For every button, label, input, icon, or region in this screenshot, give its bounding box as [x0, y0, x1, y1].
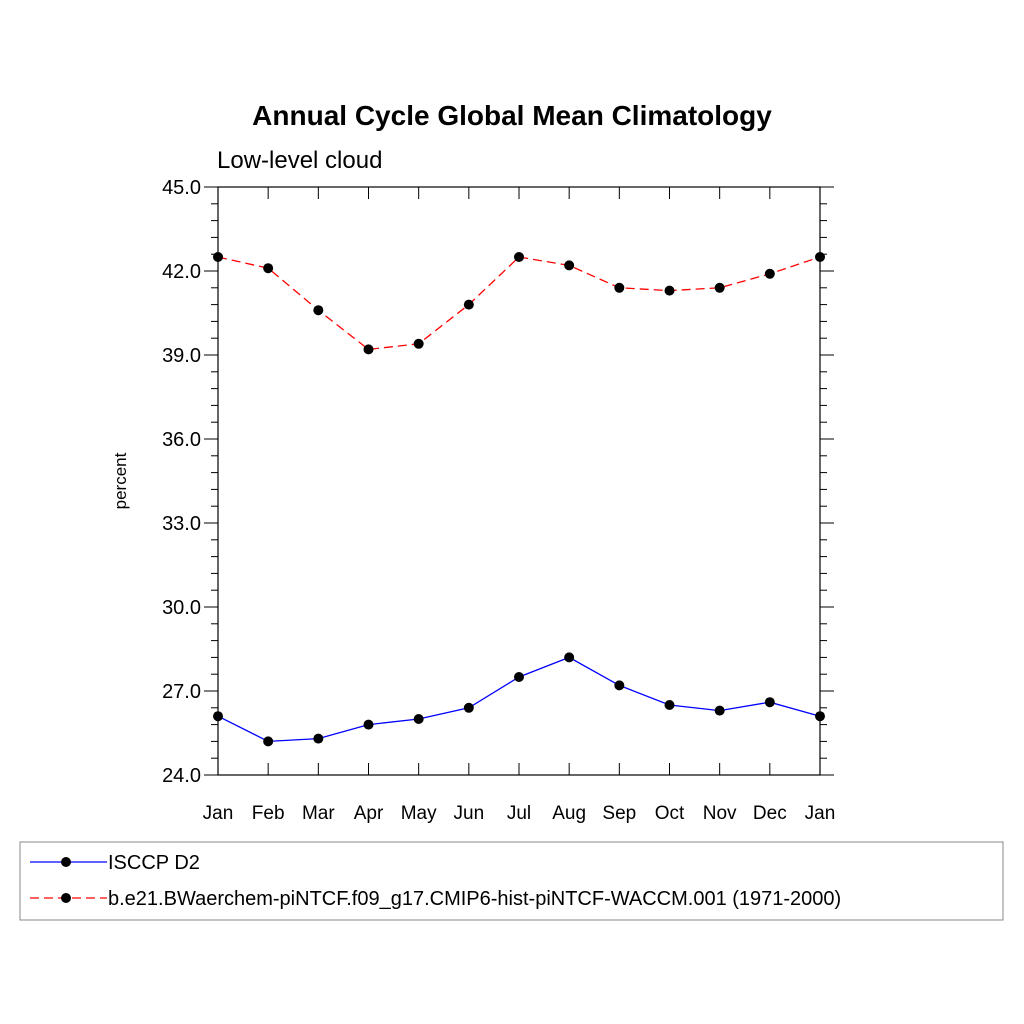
y-tick-label: 45.0: [162, 177, 201, 199]
series-2-point: [714, 282, 725, 293]
x-tick-label: Jul: [507, 803, 531, 824]
legend: ISCCP D2 b.e21.BWaerchem-piNTCF.f09_g17.C…: [19, 841, 1004, 921]
series-1-point: [313, 733, 324, 744]
series-1-point: [213, 711, 223, 722]
y-tick-label: 24.0: [162, 765, 201, 787]
y-tick-label: 42.0: [162, 261, 201, 283]
series-layer: [213, 252, 825, 747]
series-2-point: [764, 268, 775, 279]
series-2-point: [213, 252, 223, 262]
legend-label-1: ISCCP D2: [108, 852, 200, 874]
series-1-point: [463, 702, 474, 713]
y-tick-label: 27.0: [162, 681, 201, 703]
series-1-point: [514, 672, 524, 682]
x-axis-ticks: Jan Feb Mar Apr May Jun Jul Aug Sep Oct Nov Dec Jan: [203, 187, 836, 824]
series-2-point: [514, 252, 524, 262]
legend-items: ISCCP D2 b.e21.BWaerchem-piNTCF.f09_g17.C…: [30, 852, 841, 910]
series-1-point: [564, 652, 575, 663]
x-tick-label: Apr: [354, 803, 384, 824]
y-axis-label: percent: [111, 452, 130, 509]
x-tick-label: Oct: [655, 803, 685, 824]
series-1-point: [413, 714, 424, 724]
chart-title: Annual Cycle Global Mean Climatology: [252, 100, 772, 131]
series-2-point: [815, 252, 825, 262]
series-2-point: [313, 305, 324, 316]
series-1-point: [263, 736, 274, 747]
series-1-point: [614, 680, 625, 691]
chart-subtitle: Low-level cloud: [217, 147, 382, 174]
legend-box: [19, 841, 1004, 921]
legend-label-2: b.e21.BWaerchem-piNTCF.f09_g17.CMIP6-his…: [108, 888, 841, 910]
y-tick-label: 30.0: [162, 597, 201, 619]
series-1-point: [815, 711, 825, 722]
series-2-point: [413, 338, 424, 349]
series-1-point: [664, 700, 675, 710]
series-line-1: [217, 656, 821, 743]
series-2-point: [664, 285, 675, 296]
x-tick-label: Feb: [252, 803, 285, 824]
y-tick-label: 33.0: [162, 513, 201, 535]
x-tick-label: Sep: [602, 803, 636, 824]
legend-marker-2: [61, 893, 71, 903]
series-2-point: [564, 260, 575, 271]
y-tick-label: 36.0: [162, 429, 201, 451]
x-tick-label: May: [401, 803, 437, 824]
series-1-point: [714, 705, 725, 716]
series-2-point: [263, 263, 274, 274]
y-tick-label: 39.0: [162, 345, 201, 367]
x-tick-label: Aug: [552, 803, 586, 824]
x-tick-label: Mar: [302, 803, 335, 824]
series-2-point: [463, 299, 474, 310]
x-tick-label: Dec: [753, 803, 787, 824]
y-axis-ticks: 24.0 27.0 30.0 33.0 36.0 39.0 42.0 45.0: [162, 177, 834, 787]
series-1-point: [363, 719, 374, 730]
series-line-2: [217, 256, 821, 351]
series-2-point: [614, 282, 625, 293]
x-tick-label: Jan: [203, 803, 234, 824]
series-2-point: [363, 344, 374, 355]
x-tick-label: Jun: [454, 803, 485, 824]
legend-marker-1: [61, 857, 71, 867]
x-tick-label: Jan: [805, 803, 836, 824]
plot-frame: [217, 186, 821, 776]
series-1-point: [764, 697, 775, 708]
x-tick-label: Nov: [703, 803, 737, 824]
